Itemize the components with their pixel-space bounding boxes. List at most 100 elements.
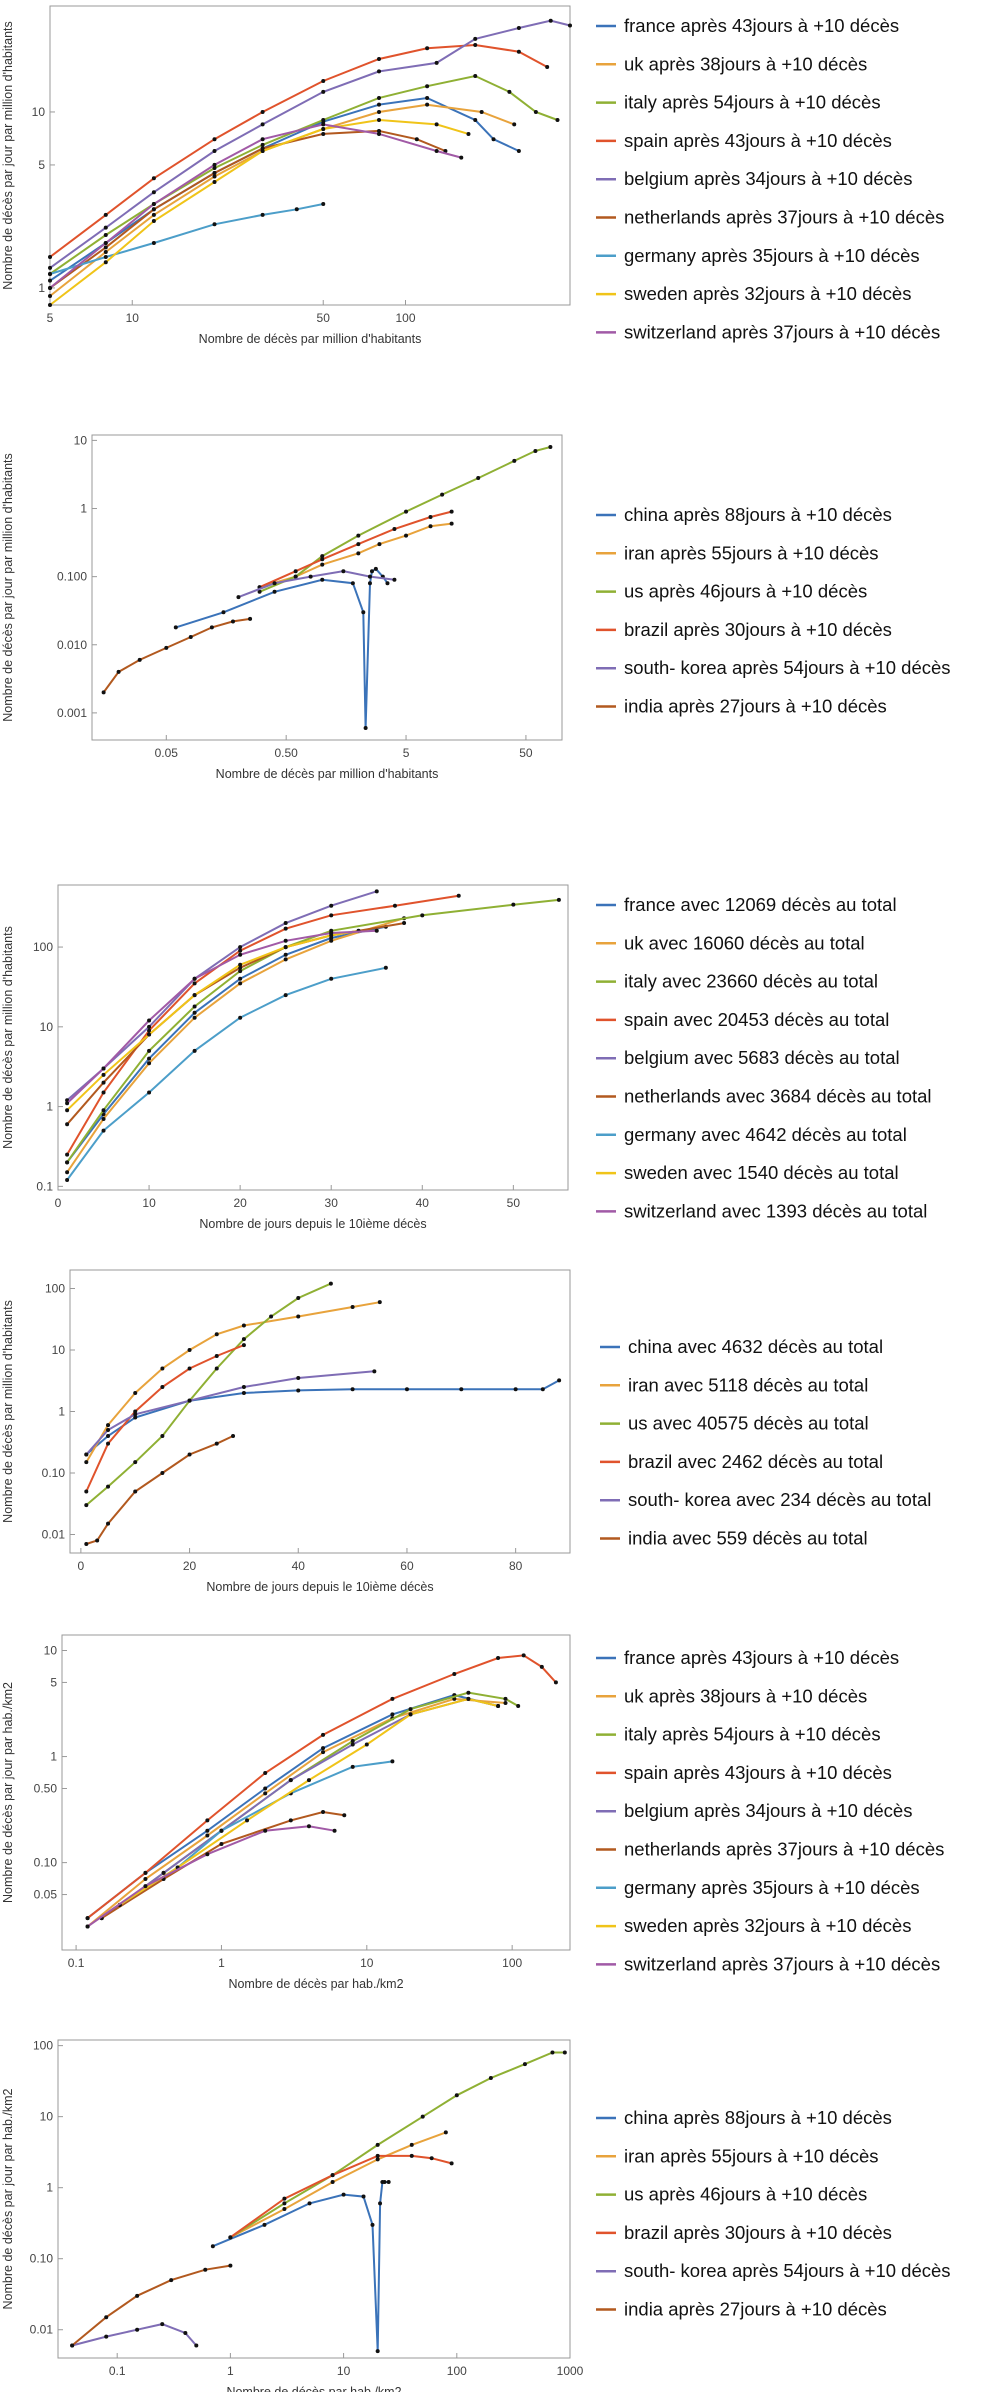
data-point (212, 170, 217, 175)
data-point (329, 931, 334, 936)
data-point (332, 1828, 337, 1833)
y-tick-label: 1 (50, 1750, 57, 1764)
data-point (557, 1378, 562, 1383)
data-point (377, 118, 382, 123)
y-tick-label: 0.001 (57, 706, 87, 720)
series-line (259, 522, 452, 589)
legend-entry: us avec 40575 décès au total (628, 1413, 869, 1434)
data-point (282, 2207, 287, 2212)
data-point (241, 1390, 246, 1395)
data-point (101, 1080, 106, 1085)
legend-entry: china après 88jours à +10 décès (624, 504, 892, 525)
data-point (103, 225, 108, 230)
data-point (330, 2180, 335, 2185)
series-line (66, 917, 405, 1173)
data-point (147, 1090, 152, 1095)
x-tick-label: 0.50 (274, 746, 298, 760)
data-point (160, 1470, 165, 1475)
x-tick-label: 5 (47, 311, 54, 325)
data-point (103, 212, 108, 217)
data-point (370, 2222, 375, 2227)
data-point (363, 726, 368, 731)
y-tick-label: 0.50 (34, 1781, 58, 1795)
data-point (48, 293, 52, 298)
series-line (71, 2323, 198, 2347)
data-point (408, 1712, 413, 1717)
data-point (133, 1409, 138, 1414)
data-point (320, 554, 325, 559)
data-point (212, 137, 217, 142)
data-point (103, 232, 108, 237)
x-axis-label: Nombre de décès par hab./km2 (226, 2385, 401, 2392)
data-point (283, 957, 288, 962)
data-point (260, 142, 265, 147)
series-line (229, 2131, 447, 2239)
x-axis-label: Nombre de décès par million d'habitants (216, 767, 439, 781)
legend-entry: brazil après 30jours à +10 décès (624, 619, 892, 640)
data-point (187, 1398, 192, 1403)
data-point (106, 1423, 111, 1428)
data-point (205, 1828, 210, 1833)
data-point (241, 1343, 246, 1348)
data-point (375, 2142, 380, 2147)
series-line (66, 925, 387, 1163)
data-point (378, 2201, 383, 2206)
data-point (151, 219, 156, 224)
x-tick-label: 10 (360, 1956, 374, 1970)
data-point (452, 1672, 457, 1677)
data-point (341, 2192, 346, 2197)
series-line (66, 898, 560, 1163)
data-point (161, 1870, 166, 1875)
data-point (320, 577, 325, 582)
x-tick-label: 100 (395, 311, 415, 325)
data-point (203, 2267, 208, 2272)
data-point (402, 921, 407, 926)
legend-entry: france avec 12069 décès au total (624, 894, 897, 915)
data-point (414, 137, 419, 142)
data-point (320, 562, 325, 567)
data-point (512, 122, 517, 127)
data-point (428, 515, 433, 520)
data-point (420, 913, 425, 918)
data-point (459, 155, 464, 160)
data-point (283, 993, 288, 998)
legend-entry: brazil avec 2462 décès au total (628, 1451, 883, 1472)
legend-entry: uk avec 16060 décès au total (624, 932, 865, 953)
data-point (263, 1828, 268, 1833)
data-point (221, 610, 226, 615)
legend-entry: china après 88jours à +10 décès (624, 2107, 892, 2128)
data-point (101, 690, 106, 695)
data-point (238, 976, 243, 981)
x-tick-label: 50 (317, 311, 331, 325)
data-point (282, 2196, 287, 2201)
data-point (263, 1786, 268, 1791)
data-point (377, 69, 382, 74)
data-point (106, 1521, 111, 1526)
data-point (183, 2330, 188, 2335)
x-tick-label: 0 (55, 1196, 62, 1210)
series-line (229, 2051, 565, 2239)
data-point (101, 1066, 106, 1071)
plot-frame (61, 1634, 571, 1951)
data-point (350, 1305, 355, 1310)
series-line (49, 129, 446, 289)
x-tick-label: 0 (78, 1559, 85, 1573)
x-axis-label: Nombre de jours depuis le 10ième décès (206, 1580, 433, 1594)
data-point (568, 23, 572, 28)
x-axis-label: Nombre de décès par million d'habitants (199, 332, 422, 346)
x-tick-label: 5 (403, 746, 410, 760)
x-tick-label: 40 (292, 1559, 306, 1573)
data-point (420, 2114, 425, 2119)
legend-entry: italy après 54jours à +10 décès (624, 92, 881, 113)
data-point (545, 65, 550, 70)
data-point (65, 1122, 70, 1127)
data-point (321, 122, 326, 127)
y-tick-label: 0.05 (34, 1888, 58, 1902)
data-point (377, 128, 382, 133)
series-line (259, 510, 452, 589)
data-point (296, 1314, 301, 1319)
data-point (503, 1700, 508, 1705)
data-point (516, 49, 521, 54)
data-point (306, 1824, 311, 1829)
data-point (151, 207, 156, 212)
